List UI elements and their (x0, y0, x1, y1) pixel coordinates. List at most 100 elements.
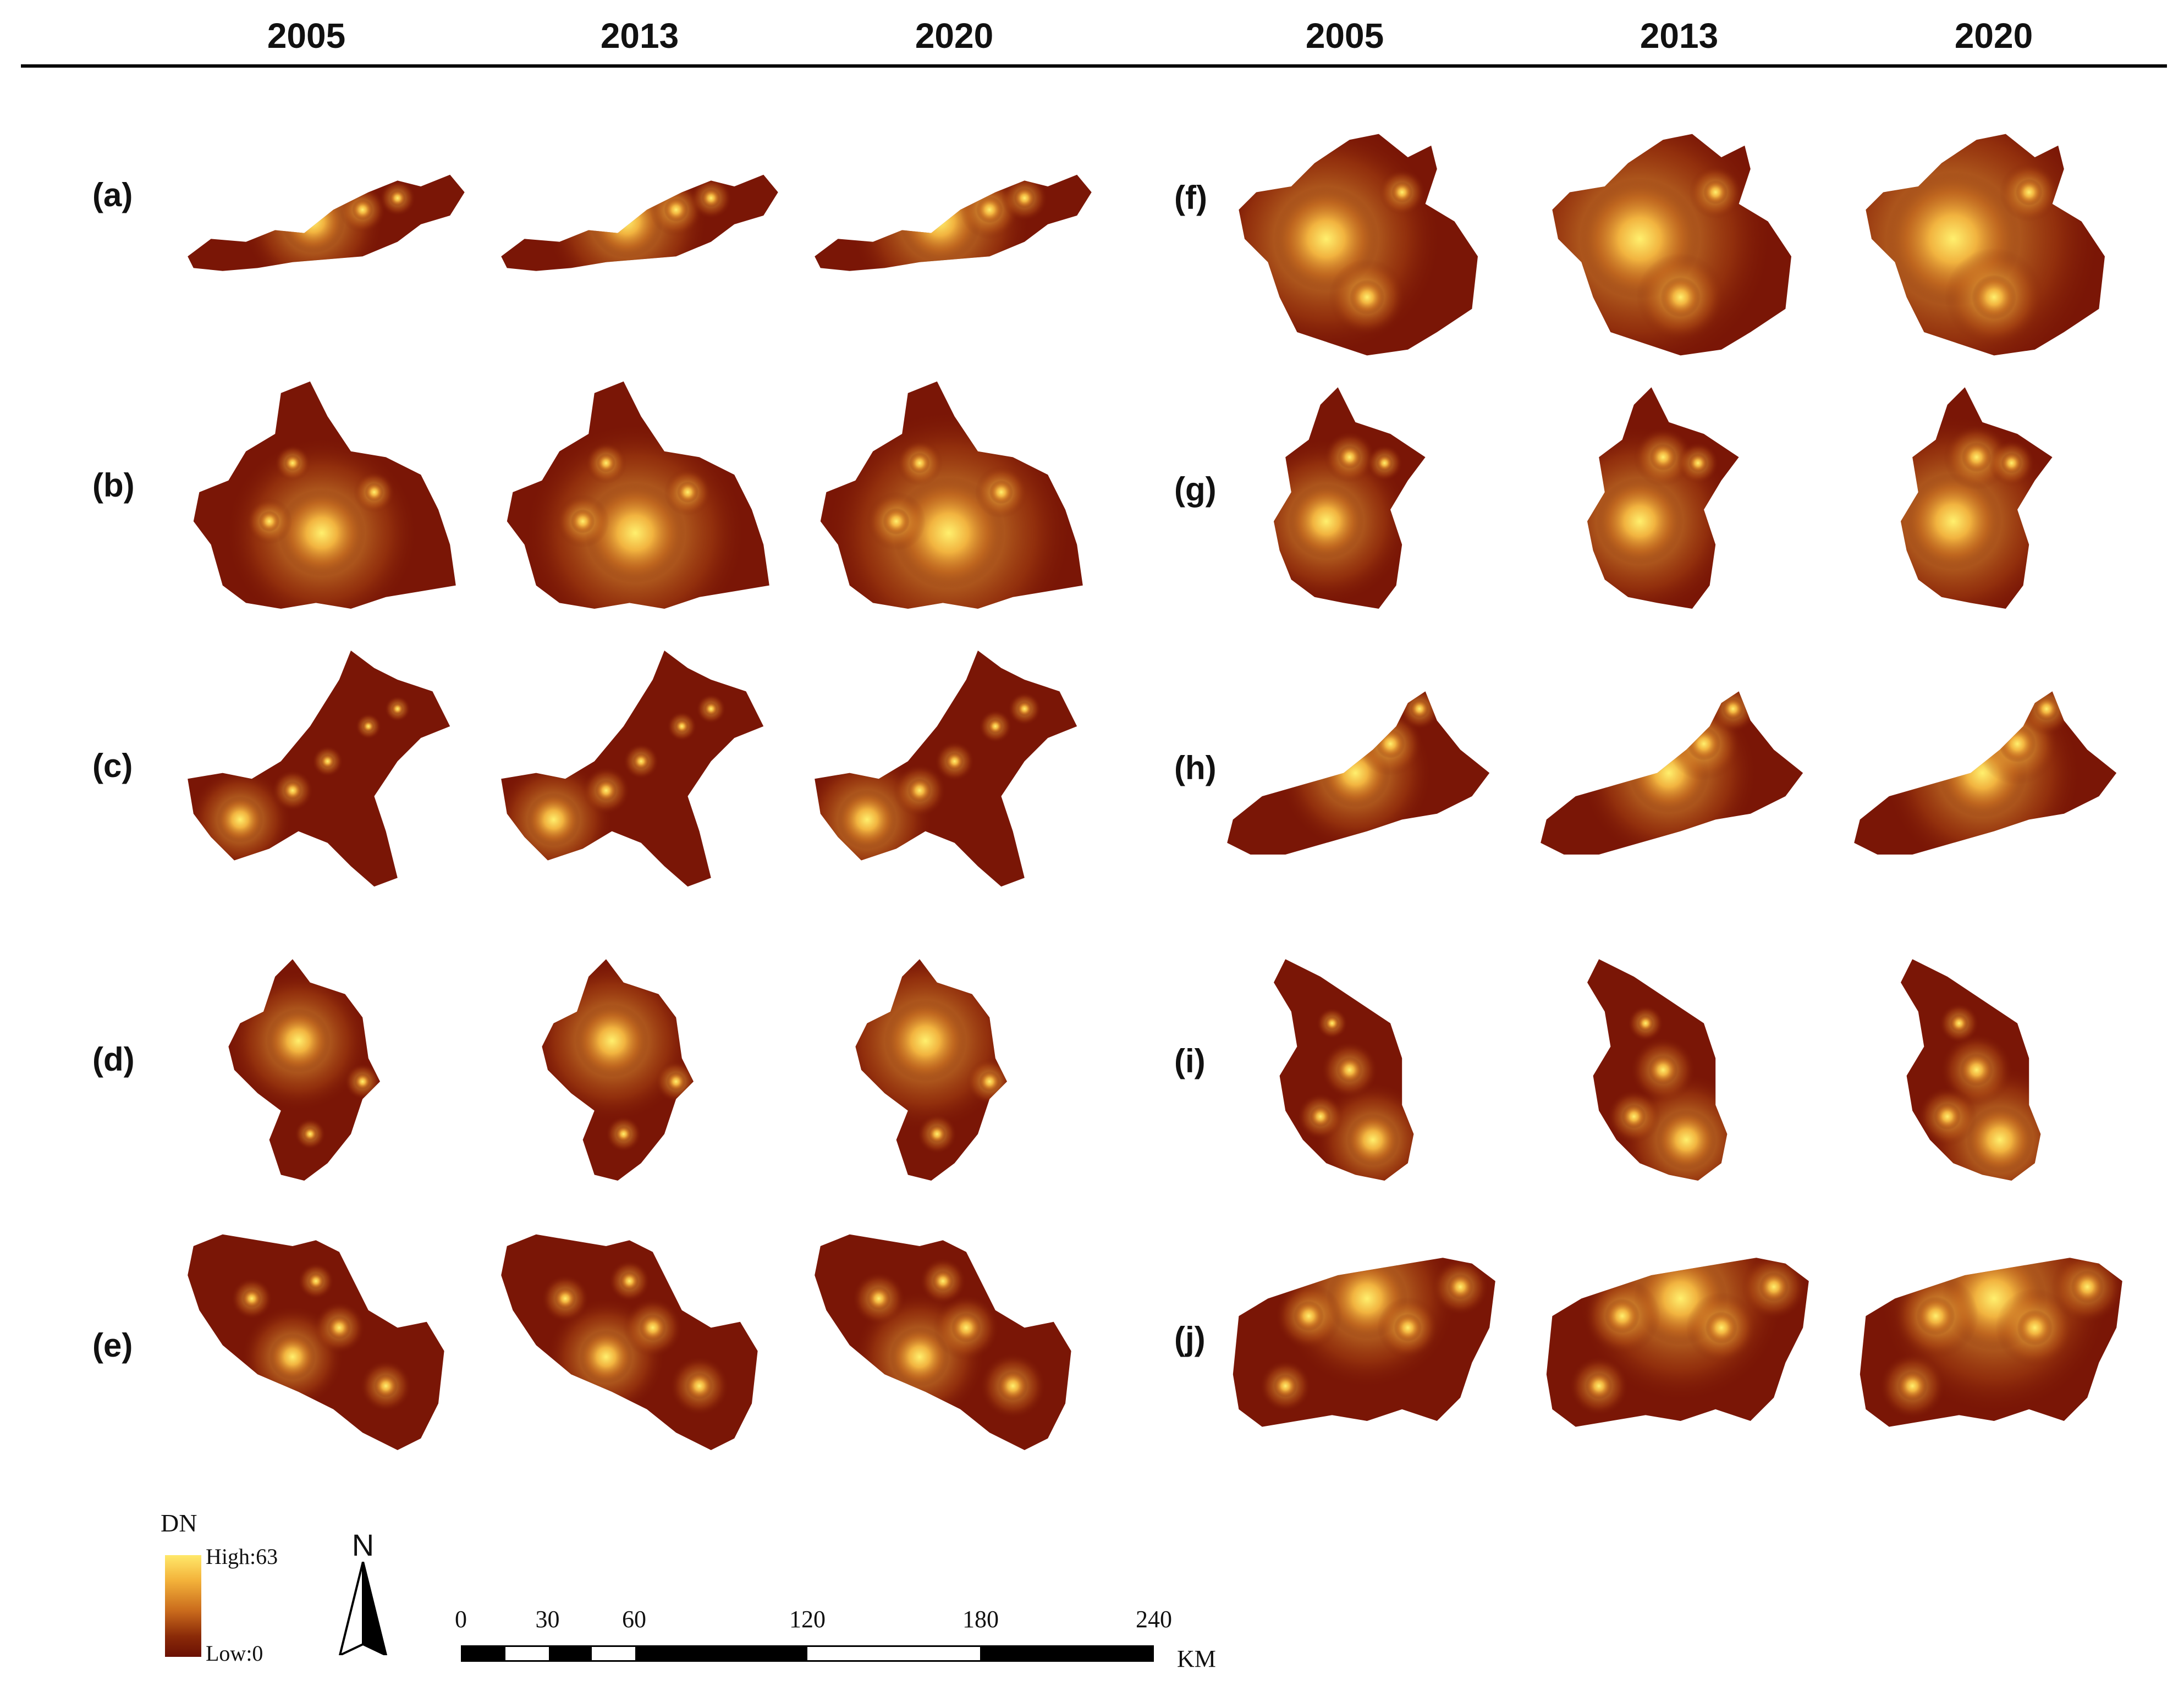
light-core (1338, 445, 1361, 469)
light-core (352, 199, 373, 221)
scale-segment (505, 1647, 549, 1660)
light-core (1017, 701, 1032, 717)
light-core (1759, 1272, 1789, 1302)
light-core (307, 1272, 324, 1290)
light-core (1660, 277, 1701, 317)
row-label-i: (i) (1174, 1043, 1206, 1079)
region-map-i-2020 (1842, 935, 2134, 1193)
light-core (1687, 727, 1721, 761)
row-label-j: (j) (1174, 1320, 1206, 1357)
light-core (575, 1004, 649, 1078)
region-map-graphic (815, 1234, 1071, 1450)
row-label-a: (a) (92, 177, 133, 213)
light-core (1656, 1109, 1717, 1170)
light-core (951, 1313, 981, 1343)
scale-segment (592, 1647, 635, 1660)
light-core (1950, 1014, 1968, 1033)
region-map-graphic (1274, 387, 1426, 609)
light-core (1310, 1106, 1331, 1127)
light-core (1604, 1298, 1640, 1334)
scale-segment (548, 1647, 592, 1660)
region-map-graphic (1274, 959, 1414, 1181)
region-map-d-2013 (489, 935, 781, 1193)
region-map-h-2020 (1842, 638, 2134, 896)
scale-segment (980, 1647, 1152, 1660)
light-core (2017, 1309, 2053, 1346)
region-map-graphic (188, 174, 465, 271)
region-map-d-2020 (803, 935, 1094, 1193)
scale-tick-label: 30 (535, 1606, 560, 1633)
light-core (258, 510, 280, 532)
light-core (1014, 188, 1035, 209)
light-core (639, 1314, 667, 1341)
light-core (615, 1126, 632, 1142)
scale-bar: 0 30 60 120 180 240 KM (455, 1606, 1232, 1672)
light-core (976, 196, 1003, 223)
north-arrow: N (335, 1529, 390, 1655)
row-label-h: (h) (1174, 750, 1217, 786)
scale-segment (635, 1647, 807, 1660)
light-core (704, 702, 718, 716)
light-core (932, 1270, 954, 1292)
column-header-left-2013: 2013 (600, 16, 679, 56)
region-map-j-2013 (1529, 1204, 1820, 1463)
scale-tick-label: 120 (789, 1606, 826, 1633)
light-core (907, 778, 932, 803)
region-map-graphic (1901, 387, 2053, 609)
light-core (242, 1289, 261, 1308)
region-map-g-2013 (1529, 363, 1820, 621)
light-core (1274, 1374, 1297, 1398)
region-map-f-2013 (1529, 115, 1820, 374)
light-core (269, 1334, 316, 1380)
region-map-h-2013 (1529, 638, 1820, 896)
light-core (1961, 442, 1992, 472)
north-arrow-icon (338, 1562, 388, 1655)
light-core (1966, 1106, 2034, 1173)
region-map-graphic (815, 174, 1092, 271)
region-map-graphic (1541, 691, 1803, 855)
scale-tick-label: 240 (1136, 1606, 1172, 1633)
row-label-c: (c) (92, 747, 133, 784)
light-core (526, 792, 581, 847)
region-map-graphic (188, 651, 450, 887)
light-core (217, 796, 263, 843)
legend-high-label: High:63 (206, 1544, 278, 1569)
light-core (1349, 279, 1385, 315)
light-core (884, 999, 967, 1082)
region-map-graphic (1233, 1258, 1495, 1427)
region-map-b-2013 (489, 363, 781, 621)
light-core (686, 1373, 713, 1400)
light-core (1971, 274, 2017, 320)
light-core (327, 1316, 351, 1340)
light-core (945, 752, 964, 770)
light-core (2015, 179, 2043, 206)
light-core (320, 754, 335, 769)
scale-bar-graphic (461, 1645, 1154, 1662)
region-map-d-2005 (176, 935, 467, 1193)
region-map-b-2005 (176, 363, 467, 621)
legend-title: DN (161, 1509, 197, 1537)
light-core (1346, 1114, 1399, 1166)
column-header-right-2005: 2005 (1305, 16, 1384, 56)
region-map-g-2005 (1215, 363, 1507, 621)
light-core (979, 1071, 1000, 1092)
light-core (1391, 181, 1413, 203)
region-map-graphic (501, 1234, 758, 1450)
light-core (1288, 483, 1365, 559)
region-map-graphic (1901, 959, 2041, 1181)
region-map-g-2020 (1842, 363, 2134, 621)
scale-unit: KM (1177, 1645, 1216, 1672)
light-core (1637, 1015, 1654, 1032)
column-header-right-2020: 2020 (1954, 16, 2033, 56)
light-core (266, 1009, 331, 1073)
light-core (664, 197, 689, 222)
light-core (2001, 453, 2022, 473)
light-core (676, 481, 698, 503)
header-divider (21, 64, 2167, 68)
light-core (1703, 180, 1728, 205)
region-map-graphic (815, 651, 1077, 887)
region-map-i-2013 (1529, 935, 1820, 1193)
light-core (928, 1125, 947, 1143)
light-core (284, 455, 301, 471)
region-map-graphic (855, 959, 1007, 1181)
